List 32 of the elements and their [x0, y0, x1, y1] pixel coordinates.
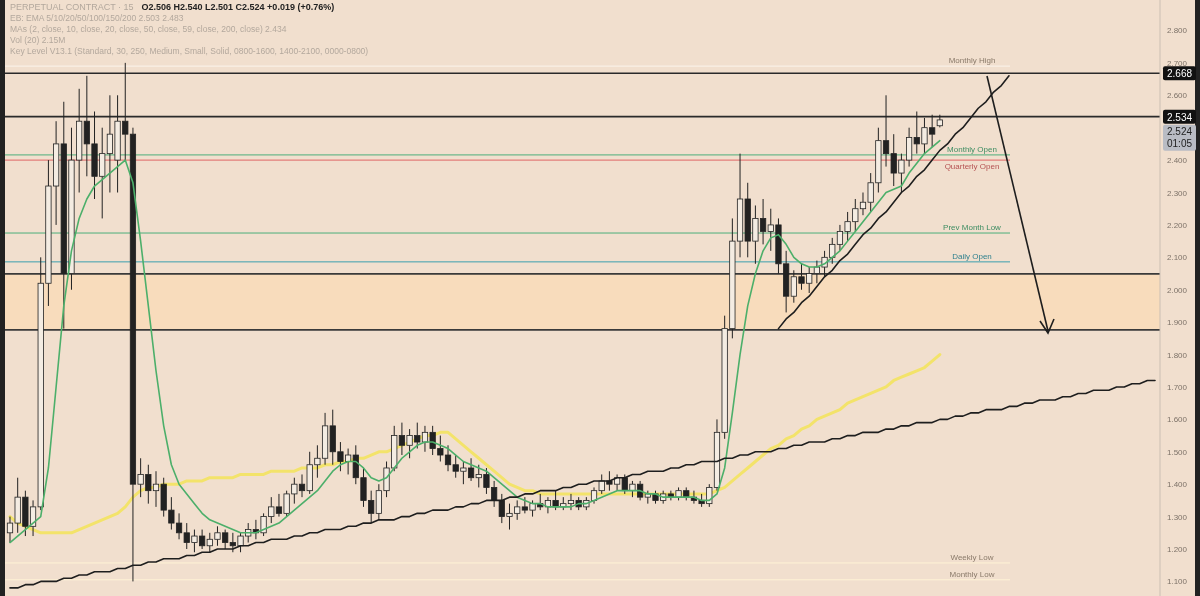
ref-line-label: Monthly Low [949, 569, 995, 579]
ref-line-label: Monthly High [948, 56, 996, 66]
y-tick-label: 1.900 [1166, 318, 1188, 328]
y-tick-label: 1.100 [1166, 577, 1188, 587]
text: 01:05 [1166, 137, 1193, 149]
y-tick-label: 1.700 [1166, 382, 1188, 392]
y-tick-label: 1.600 [1166, 415, 1188, 425]
ref-line-label: Weekly Low [950, 552, 994, 562]
y-tick-label: 2.800 [1166, 26, 1188, 36]
y-tick-label: 1.300 [1166, 512, 1188, 522]
y-tick-label: 1.400 [1166, 480, 1188, 490]
ref-line-label: Monthly Open [947, 144, 997, 154]
y-tick-label: 1.800 [1166, 350, 1188, 360]
ref-line-label: Quarterly Open [944, 162, 1000, 172]
y-tick-label: 2.000 [1166, 285, 1188, 295]
y-tick-label: 2.700 [1166, 58, 1188, 68]
ref-line-label: 2.534 [1166, 111, 1193, 123]
y-tick-label: 1.500 [1166, 447, 1188, 457]
text: 2.524 [1166, 125, 1193, 137]
chart-title: PERPETUAL CONTRACT · 15 [10, 2, 134, 12]
chart-subtitle: O2.506 H2.540 L2.501 C2.524 +0.019 (+0.76%) [141, 2, 335, 12]
ref-line-label: Prev Month Low [943, 223, 1002, 233]
y-tick-label: 2.400 [1166, 156, 1188, 166]
y-tick-label: 2.100 [1166, 253, 1188, 263]
y-tick-label: 2.300 [1166, 188, 1188, 198]
line-series [9, 139, 941, 544]
y-tick-label: 1.200 [1166, 545, 1188, 555]
ref-line-label: 2.668 [1166, 68, 1193, 80]
line-series [8, 353, 942, 535]
y-tick-label: 2.200 [1166, 220, 1188, 230]
y-tick-label: 2.600 [1166, 91, 1188, 101]
ref-line-label: Daily Open [952, 251, 992, 261]
